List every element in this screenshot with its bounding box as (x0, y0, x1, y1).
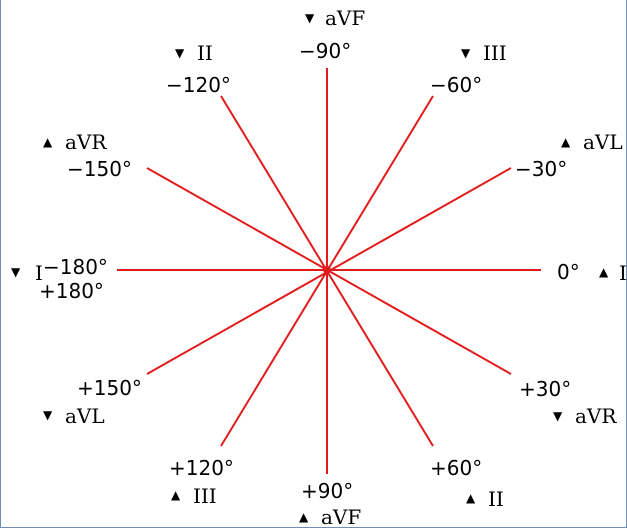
down-marker-upper-right: ▼ (461, 46, 471, 60)
angle-label-neg150: −150° (67, 157, 132, 181)
lead-label-lower-left: III (193, 484, 217, 508)
angle-label-neg180: −180° (43, 255, 108, 279)
lead-label-left: I (35, 261, 43, 285)
up-marker-bottom: ▲ (299, 510, 309, 524)
up-marker-lower-right: ▲ (466, 491, 476, 505)
center-dot (323, 266, 331, 274)
lead-label-left-lower: aVL (65, 404, 105, 428)
lead-label-right-upper: aVL (583, 130, 623, 154)
up-marker-left-upper: ▲ (43, 135, 53, 149)
lead-label-top: aVF (325, 6, 365, 30)
angle-label-neg90: −90° (299, 39, 351, 63)
lead-label-upper-left: II (197, 41, 213, 65)
angle-label-pos180: +180° (39, 279, 104, 303)
up-marker-right-upper: ▲ (561, 135, 571, 149)
lead-label-right-lower: aVR (575, 404, 617, 428)
up-marker-right: ▲ (599, 265, 609, 279)
down-marker-left-lower: ▼ (43, 408, 53, 422)
lead-label-right: I (619, 261, 627, 285)
angle-label-pos30: +30° (519, 377, 571, 401)
angle-label-neg120: −120° (166, 73, 231, 97)
angle-label-pos90: +90° (301, 479, 353, 503)
down-marker-left: ▼ (11, 265, 21, 279)
lead-label-lower-right: II (488, 487, 504, 511)
angle-label-neg60: −60° (430, 73, 482, 97)
lead-label-upper-right: III (483, 41, 507, 65)
down-marker-top: ▼ (305, 11, 315, 25)
down-marker-right-lower: ▼ (553, 409, 563, 423)
angle-label-pos120: +120° (169, 456, 234, 480)
up-marker-lower-left: ▲ (171, 488, 181, 502)
angle-label-0: 0° (557, 260, 580, 284)
lead-label-left-upper: aVR (65, 130, 107, 154)
down-marker-upper-left: ▼ (175, 46, 185, 60)
angle-label-neg30: −30° (515, 157, 567, 181)
angle-label-pos150: +150° (77, 376, 142, 400)
lead-label-bottom: aVF (321, 505, 361, 528)
angle-label-pos60: +60° (430, 456, 482, 480)
